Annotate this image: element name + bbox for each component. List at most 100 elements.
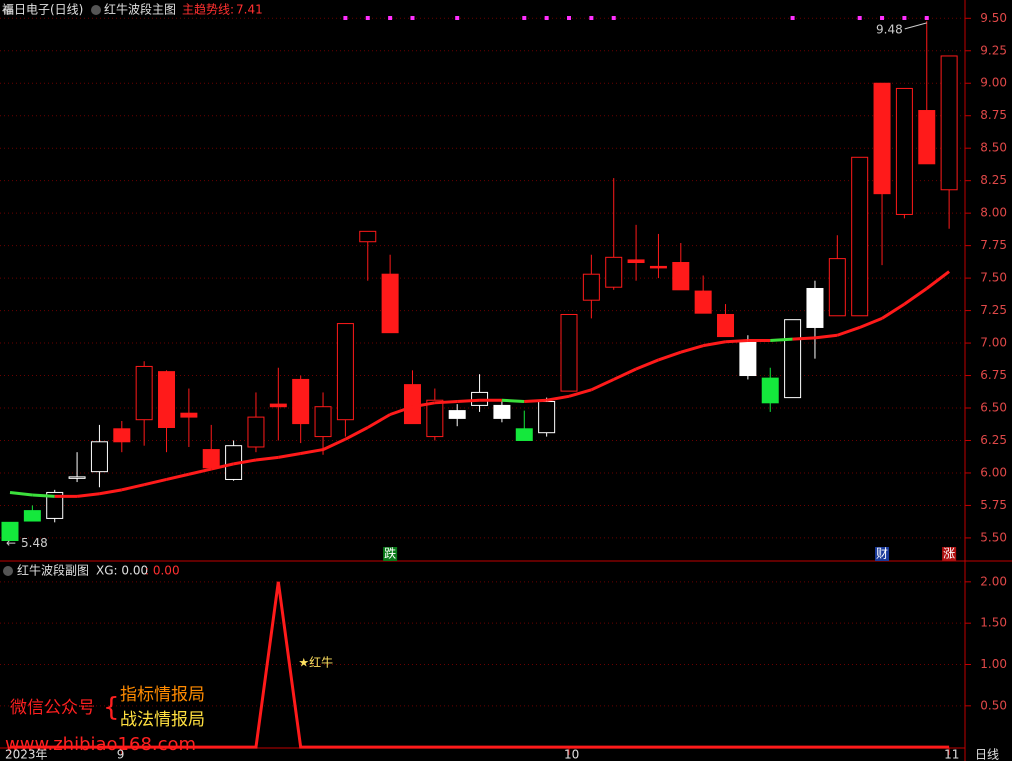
y-tick-label: 2.00: [980, 574, 1007, 588]
watermark-url: www.zhibiao168.com: [5, 734, 196, 755]
signal-dot: [589, 16, 594, 20]
candle-body: [649, 265, 667, 269]
period-label: 日线: [975, 748, 999, 761]
y-tick-label: 8.50: [980, 141, 1007, 155]
y-tick-label: 5.50: [980, 530, 1007, 544]
trend-line: [613, 367, 637, 381]
series-line: [10, 581, 950, 749]
signal-label: 跌: [384, 546, 396, 561]
signal-dot: [880, 16, 885, 20]
candle-body: [851, 156, 869, 317]
trend-line: [322, 437, 347, 451]
trend-line: [99, 488, 123, 496]
trend-line: [702, 340, 726, 348]
signal-dot: [611, 16, 616, 20]
trend-line: [836, 326, 861, 337]
trend-line: [635, 358, 660, 371]
y-tick-label: 9.00: [980, 76, 1007, 90]
y-tick-label: 8.25: [980, 173, 1007, 187]
y-tick-label: 7.50: [980, 271, 1007, 285]
trend-line: [121, 483, 145, 492]
brace: {: [103, 693, 120, 723]
trend-line: [881, 302, 906, 320]
min-arrow: ←: [6, 536, 16, 550]
trend-line: [792, 336, 816, 341]
candle-body: [135, 365, 153, 421]
candle-body: [493, 404, 511, 419]
trend-line: [903, 287, 928, 306]
candle-body: [828, 258, 846, 317]
trend-line: [568, 388, 592, 398]
y-tick-label: 6.75: [980, 368, 1007, 382]
trend-line: [725, 338, 748, 344]
signal-label: 财: [876, 547, 888, 561]
trend-line: [344, 426, 369, 441]
min-label: 5.48: [21, 536, 48, 550]
trend-line: [255, 455, 279, 462]
signal-dot: [790, 16, 795, 20]
candle-body: [113, 428, 131, 443]
signal-dot: [388, 16, 393, 20]
signal-box: [875, 547, 890, 561]
trend-label: 主趋势线:: [182, 3, 234, 17]
trend-line: [770, 337, 793, 342]
y-tick-label: 8.75: [980, 108, 1007, 122]
x-tick-label: 10: [564, 748, 579, 761]
trend-line: [32, 493, 55, 498]
candle-body: [582, 273, 600, 301]
trend-line: [859, 316, 883, 329]
x-tick-label: 11: [944, 748, 959, 761]
sub-status: XG: 0.00: [96, 564, 148, 578]
menu-icon[interactable]: [3, 5, 13, 15]
trend-line: [501, 398, 525, 404]
trend-line: [210, 462, 234, 471]
watermark: 战法情报局: [120, 710, 205, 730]
y-tick-label: 9.25: [980, 43, 1007, 57]
candle-body: [359, 230, 377, 243]
signal-label: 涨: [943, 546, 955, 561]
trend-line: [300, 448, 324, 455]
y-tick-label: 8.00: [980, 206, 1007, 220]
signal-dot: [544, 16, 549, 20]
signal-dot: [857, 16, 862, 20]
candle-body: [895, 87, 913, 215]
trend-line: [434, 400, 458, 405]
y-tick-label: 7.00: [980, 336, 1007, 350]
signal-dot: [522, 16, 527, 20]
sub-title: 红牛波段副图: [17, 563, 89, 578]
candle-body: [515, 428, 533, 441]
trend-line: [233, 458, 257, 466]
menu-icon[interactable]: [91, 5, 101, 15]
trend-line: [143, 477, 167, 487]
candle-body: [381, 273, 399, 334]
signal-dot: [343, 16, 348, 20]
candle-body: [158, 371, 176, 428]
signal-dot: [924, 16, 929, 20]
candle-body: [269, 403, 287, 408]
sub-status: : 0.00: [145, 564, 180, 578]
candle-body: [672, 262, 690, 291]
trend-value: 7.41: [236, 3, 263, 17]
candle-body: [336, 323, 354, 421]
candle-body: [1, 521, 19, 542]
candle-body: [68, 476, 86, 479]
y-tick-label: 5.75: [980, 498, 1007, 512]
menu-icon[interactable]: [3, 566, 13, 576]
y-tick-label: 6.00: [980, 465, 1007, 479]
y-tick-label: 9.50: [980, 11, 1007, 25]
trend-line: [680, 344, 704, 354]
y-tick-label: 1.00: [980, 657, 1007, 671]
candle-body: [605, 256, 623, 288]
max-arrow: [904, 22, 927, 30]
trend-line: [412, 401, 436, 409]
candle-body: [717, 313, 735, 338]
trend-line: [9, 490, 33, 497]
trend-line: [814, 333, 838, 340]
trend-line: [524, 398, 547, 404]
candle-body: [247, 416, 265, 448]
signal-box: [942, 547, 957, 561]
candle-body: [739, 339, 757, 377]
trend-line: [389, 405, 413, 416]
trend-line: [925, 270, 951, 290]
